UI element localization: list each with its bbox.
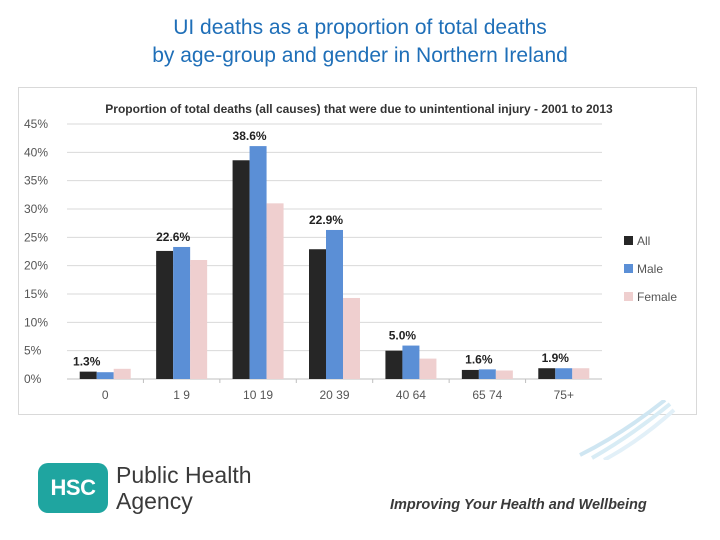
bar-male bbox=[326, 229, 343, 379]
data-labels: 1.3% 22.6% 38.6% 22.9% 5.0% 1.6% 1.9% bbox=[73, 129, 569, 369]
data-label: 22.9% bbox=[309, 213, 343, 227]
y-tick-label: 0% bbox=[24, 372, 42, 386]
x-tick-label: 40 64 bbox=[396, 388, 426, 402]
agency-name-line-1: Public Health bbox=[116, 462, 252, 488]
data-label: 1.6% bbox=[465, 352, 493, 366]
y-tick-label: 30% bbox=[24, 202, 48, 216]
slide-title-line-2: by age-group and gender in Northern Irel… bbox=[152, 44, 568, 67]
legend-label-all: All bbox=[637, 234, 650, 248]
bars bbox=[79, 146, 590, 379]
y-tick-label: 25% bbox=[24, 230, 48, 244]
x-tick-label: 1 9 bbox=[173, 388, 190, 402]
bar-all bbox=[385, 350, 403, 379]
bar-all bbox=[538, 368, 556, 379]
bar-female bbox=[495, 370, 513, 379]
y-tick-label: 5% bbox=[24, 344, 42, 358]
bar-female bbox=[113, 368, 131, 379]
y-tick-label: 45% bbox=[24, 117, 48, 131]
bar-all bbox=[309, 249, 326, 379]
y-tick-label: 40% bbox=[24, 145, 48, 159]
x-tick-label: 65 74 bbox=[472, 388, 502, 402]
bar-all bbox=[156, 250, 174, 379]
x-axis: 0 1 9 10 19 20 39 40 64 65 74 75+ bbox=[102, 379, 574, 402]
bar-all bbox=[461, 369, 479, 379]
bar-male bbox=[555, 368, 573, 379]
y-axis: 0% 5% 10% 15% 20% 25% 30% 35% 40% 45% bbox=[24, 117, 48, 386]
legend-swatch-all bbox=[624, 236, 633, 245]
chart-title: Proportion of total deaths (all causes) … bbox=[105, 102, 613, 116]
x-tick-label: 10 19 bbox=[243, 388, 273, 402]
data-label: 1.9% bbox=[542, 351, 570, 365]
bar-chart: Proportion of total deaths (all causes) … bbox=[24, 102, 677, 402]
x-tick-label: 0 bbox=[102, 388, 109, 402]
bar-male bbox=[402, 345, 420, 379]
data-label: 1.3% bbox=[73, 355, 101, 369]
data-label: 22.6% bbox=[156, 230, 190, 244]
agency-name-line-2: Agency bbox=[116, 488, 193, 514]
bar-all bbox=[232, 160, 250, 379]
y-tick-label: 15% bbox=[24, 287, 48, 301]
bar-female bbox=[343, 297, 360, 379]
bar-male bbox=[96, 372, 114, 379]
bar-male bbox=[173, 246, 191, 379]
agency-name: Public Health Agency bbox=[116, 462, 252, 514]
bar-female bbox=[190, 260, 208, 379]
hsc-logo: HSC bbox=[38, 463, 108, 513]
legend-label-female: Female bbox=[637, 290, 677, 304]
legend: All Male Female bbox=[624, 234, 677, 304]
legend-label-male: Male bbox=[637, 262, 663, 276]
y-tick-label: 35% bbox=[24, 174, 48, 188]
bar-female bbox=[572, 368, 590, 379]
bar-all bbox=[79, 371, 97, 379]
y-tick-label: 20% bbox=[24, 259, 48, 273]
x-tick-label: 20 39 bbox=[319, 388, 349, 402]
swirl-graphic bbox=[579, 400, 676, 460]
bar-female bbox=[419, 358, 437, 379]
tagline: Improving Your Health and Wellbeing bbox=[390, 497, 647, 513]
data-label: 5.0% bbox=[389, 329, 417, 343]
y-tick-label: 10% bbox=[24, 315, 48, 329]
chart-frame: Proportion of total deaths (all causes) … bbox=[18, 87, 697, 415]
bar-male bbox=[249, 146, 267, 379]
bar-female bbox=[266, 203, 284, 379]
bar-male bbox=[478, 369, 496, 379]
slide-title-line-1: UI deaths as a proportion of total death… bbox=[173, 16, 547, 39]
legend-swatch-female bbox=[624, 292, 633, 301]
data-label: 38.6% bbox=[233, 129, 267, 143]
x-tick-label: 75+ bbox=[554, 388, 574, 402]
slide-title: UI deaths as a proportion of total death… bbox=[0, 14, 720, 70]
legend-swatch-male bbox=[624, 264, 633, 273]
